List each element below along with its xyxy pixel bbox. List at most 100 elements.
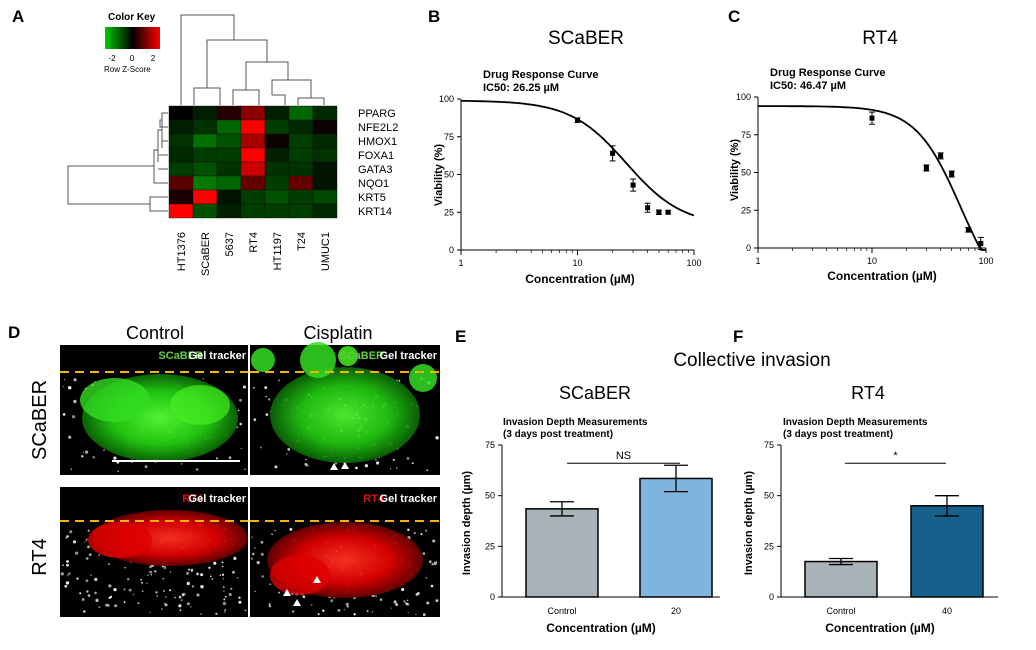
gel-bead — [150, 574, 153, 576]
gel-bead — [155, 591, 158, 594]
heatmap-cell — [168, 203, 194, 219]
gel-bead — [244, 468, 246, 470]
y-tick-label: 100 — [439, 94, 454, 104]
chart-subtitle-2: (3 days post treatment) — [783, 429, 893, 440]
gel-bead — [395, 603, 399, 607]
gel-bead — [60, 572, 64, 576]
gel-bead — [163, 590, 165, 592]
heatmap-cell — [216, 189, 242, 205]
gel-bead — [253, 387, 255, 389]
gel-bead — [95, 598, 99, 603]
gel-bead — [137, 602, 140, 605]
y-tick-label: 0 — [490, 592, 495, 602]
micrograph-panel: Control Cisplatin SCaBER RT4 SCaBER Gel … — [29, 323, 440, 617]
gel-bead — [94, 591, 97, 595]
x-tick-label: 10 — [867, 256, 877, 266]
heatmap-cell — [240, 133, 266, 149]
x-tick-label: 100 — [686, 258, 701, 268]
heatmap-cell — [264, 161, 290, 177]
gel-bead — [141, 590, 144, 593]
stain-label: RT4 — [363, 493, 385, 505]
gel-bead — [411, 462, 414, 465]
gel-bead — [251, 557, 254, 560]
heatmap-cell — [216, 133, 242, 149]
gel-bead — [244, 609, 247, 612]
data-point — [656, 209, 662, 215]
gel-bead — [375, 595, 377, 598]
gel-bead — [398, 379, 401, 382]
gel-bead — [208, 566, 211, 569]
gel-bead — [228, 593, 232, 596]
tracker-label: Gel tracker — [189, 493, 247, 505]
gel-bead — [239, 422, 242, 426]
x-tick-label: 1 — [755, 256, 760, 266]
gel-bead — [200, 573, 204, 577]
gel-bead — [260, 540, 264, 544]
gel-bead — [407, 612, 409, 614]
heatmap-cell — [168, 161, 194, 177]
heatmap-row-label: KRT5 — [358, 192, 386, 204]
y-tick-label: 50 — [444, 170, 454, 180]
heatmap-cell — [312, 189, 338, 205]
y-tick-label: 100 — [736, 92, 751, 102]
gel-bead — [403, 600, 406, 603]
heatmap-panel: Color Key -2 0 2 Row Z-Score — [67, 12, 398, 276]
gel-bead — [149, 565, 152, 569]
gel-bead — [86, 590, 89, 593]
heatmap-cell — [168, 147, 194, 163]
gel-bead — [98, 554, 100, 556]
gel-bead — [228, 456, 232, 460]
chart-subtitle: Invasion Depth Measurements — [503, 417, 648, 428]
micrograph-scaber-control: SCaBER Gel tracker — [60, 345, 248, 475]
gel-bead — [83, 451, 85, 453]
gel-bead — [238, 600, 242, 604]
heatmap-column-label: HT1197 — [272, 232, 284, 270]
gel-bead — [66, 535, 69, 538]
heatmap-row-label: HMOX1 — [358, 136, 397, 148]
data-point — [965, 227, 971, 233]
gel-bead — [366, 610, 369, 613]
data-point — [665, 209, 671, 215]
heatmap-row-label: NQO1 — [358, 178, 389, 190]
heatmap-cell — [312, 175, 338, 191]
gel-bead — [431, 563, 434, 566]
gel-bead — [223, 598, 226, 601]
color-key-title: Color Key — [108, 12, 156, 23]
chart-title: RT4 — [851, 383, 885, 403]
heatmap-row-label: FOXA1 — [358, 150, 394, 162]
data-point — [978, 240, 984, 246]
gel-bead — [240, 447, 242, 450]
gel-bead — [162, 577, 165, 580]
heatmap-cell — [288, 189, 314, 205]
heatmap-cell — [192, 161, 218, 177]
gel-bead — [390, 607, 392, 609]
column-header-control: Control — [126, 323, 184, 343]
gel-bead — [415, 613, 417, 616]
gel-bead — [401, 587, 405, 592]
gel-bead — [433, 561, 437, 566]
y-tick-label: 0 — [769, 592, 774, 602]
heatmap-cell — [288, 175, 314, 191]
gel-bead — [200, 585, 204, 589]
gel-bead — [200, 613, 202, 615]
gel-bead — [317, 613, 320, 616]
gel-bead — [337, 609, 341, 612]
stain-label: SCaBER — [158, 350, 203, 362]
gel-bead — [190, 569, 194, 572]
color-key-tick: 2 — [151, 54, 156, 63]
gel-bead — [364, 464, 368, 468]
heatmap-column-label: RT4 — [248, 232, 260, 253]
heatmap-cell — [192, 189, 218, 205]
heatmap-column-label: SCaBER — [200, 232, 212, 276]
heatmap-cell — [216, 161, 242, 177]
heatmap-cell — [240, 175, 266, 191]
bar — [639, 477, 713, 598]
color-key-tick: -2 — [108, 54, 116, 63]
heatmap-cell — [264, 203, 290, 219]
gel-bead — [62, 564, 65, 567]
gel-bead — [123, 588, 126, 591]
gel-bead — [113, 588, 117, 592]
y-tick-label: 25 — [764, 541, 774, 551]
plot-area: 0 25 50 75 Control 40 * — [764, 440, 998, 616]
heatmap-cell — [312, 147, 338, 163]
